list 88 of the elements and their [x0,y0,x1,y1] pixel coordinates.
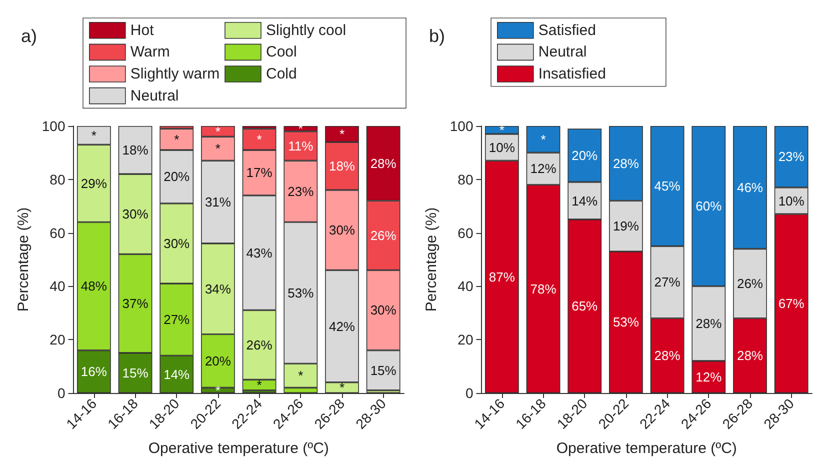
data-label: * [215,382,220,398]
data-label: 26% [246,337,273,352]
data-label: 27% [164,312,190,328]
data-label: * [339,126,345,142]
data-label: 30% [164,236,190,251]
data-label: * [174,132,180,147]
legend-label: Neutral [538,44,586,61]
data-label: 28% [370,156,397,171]
data-label: * [256,377,262,392]
data-label: 65% [571,298,598,314]
data-label: 17% [246,165,273,180]
data-label: 43% [246,245,273,260]
data-label: 45% [654,178,680,194]
legend-label: Neutral [130,87,179,104]
data-label: 48% [80,278,108,294]
y-axis-title: Percentage (%) [422,207,440,312]
data-label: * [339,380,345,396]
data-label: 87% [488,269,515,284]
data-label: 29% [80,176,108,191]
y-tick-label: 40 [457,278,473,294]
y-tick-label: 100 [449,118,473,134]
data-label: 34% [204,281,232,296]
data-label: 67% [778,296,804,312]
data-label: * [298,368,304,384]
data-label: 46% [736,180,763,195]
data-label: 30% [122,206,149,222]
data-label: 42% [328,318,356,334]
data-label: 30% [328,222,356,238]
data-label: * [215,141,220,156]
y-tick-label: 20 [50,332,66,348]
data-label: 20% [204,353,232,368]
data-label: * [540,132,546,147]
y-tick-label: 60 [457,224,473,241]
data-label: 23% [288,184,314,199]
data-label: 19% [612,218,639,234]
chart-title: b) [428,26,445,46]
data-label: 30% [370,302,397,318]
data-label: 18% [122,142,149,158]
y-tick-label: 100 [42,118,66,134]
legend-label: Cool [266,44,297,61]
data-label: 28% [654,348,680,364]
legend-label: Warm [130,44,170,61]
data-label: 15% [122,365,149,380]
y-tick-label: 0 [57,385,66,401]
data-label: 28% [612,156,639,171]
data-label: 23% [778,149,804,164]
data-label: * [91,128,96,143]
data-label: 37% [122,296,149,312]
data-label: * [256,132,262,147]
x-axis-title: Operative temperature (ºC) [148,440,329,457]
data-label: 28% [736,348,763,364]
y-tick-label: 80 [457,171,473,188]
data-label: 20% [164,169,190,184]
data-label: 60% [695,198,722,214]
y-tick-label: 20 [457,332,473,348]
data-label: 15% [370,362,397,378]
data-label: 10% [488,140,515,155]
legend-label: Satisfied [538,22,596,39]
data-label: 10% [778,193,804,208]
y-tick-label: 80 [50,171,66,188]
data-label: 14% [164,366,190,382]
data-label: 14% [571,193,598,208]
legend-label: Slightly warm [130,66,220,82]
chart-title: a) [21,26,38,46]
data-label: 12% [530,161,556,176]
data-label: 12% [695,369,722,384]
data-label: 18% [328,158,356,174]
data-label: 53% [612,314,639,330]
y-tick-label: 60 [50,224,66,241]
data-label: 27% [654,274,680,290]
data-label: 78% [530,281,556,296]
legend-label: Slightly cool [266,22,346,39]
data-label: 26% [736,276,763,292]
x-axis-title: Operative temperature (ºC) [556,440,736,457]
data-label: 28% [695,316,722,332]
legend-label: Cold [266,66,297,82]
data-label: 53% [288,285,314,300]
legend-label: Hot [130,22,155,39]
data-label: 11% [288,138,314,154]
y-axis-title: Percentage (%) [15,207,32,312]
legend-label: Insatisfied [538,66,606,82]
data-label: 31% [204,194,232,210]
y-tick-label: 40 [50,278,66,294]
data-label: * [215,124,220,139]
data-label: 26% [370,228,397,243]
data-label: 16% [80,364,108,380]
data-label: 20% [571,148,598,163]
y-tick-label: 0 [464,385,473,401]
